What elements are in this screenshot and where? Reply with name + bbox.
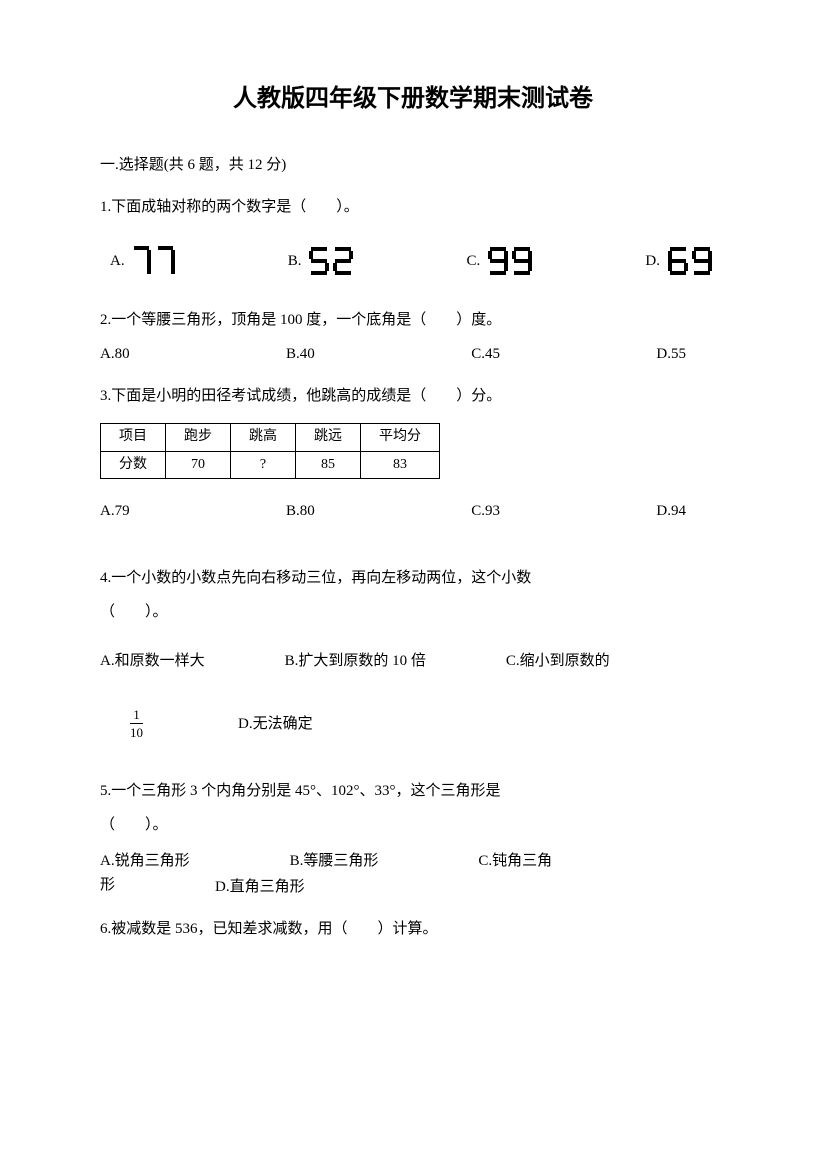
q5-option-c-cont: 形 — [100, 873, 115, 899]
digits-77-icon — [131, 244, 179, 278]
th-longjump: 跳远 — [296, 424, 361, 451]
q3-options: A.79 B.80 C.93 D.94 — [100, 499, 726, 523]
q5-option-d: D.直角三角形 — [215, 875, 305, 899]
th-run: 跑步 — [166, 424, 231, 451]
q3-text: 3.下面是小明的田径考试成绩，他跳高的成绩是（ ）分。 — [100, 384, 726, 408]
section-1-header: 一.选择题(共 6 题，共 12 分) — [100, 153, 726, 177]
q2-text: 2.一个等腰三角形，顶角是 100 度，一个底角是（ ）度。 — [100, 308, 726, 332]
digits-52-icon — [307, 245, 357, 277]
q1-options: A. B. C. — [100, 244, 726, 278]
digits-69-icon — [666, 245, 716, 277]
q1-a-label: A. — [110, 249, 125, 273]
q5-option-b: B.等腰三角形 — [290, 849, 379, 873]
q1-option-d: D. — [645, 245, 716, 277]
question-4: 4.一个小数的小数点先向右移动三位，再向左移动两位，这个小数 （ ）。 A.和原… — [100, 566, 726, 739]
question-2: 2.一个等腰三角形，顶角是 100 度，一个底角是（ ）度。 A.80 B.40… — [100, 308, 726, 366]
page-title: 人教版四年级下册数学期末测试卷 — [100, 80, 726, 118]
fraction-denominator: 10 — [130, 724, 143, 739]
td-avg: 83 — [361, 451, 440, 478]
q5-option-c: C.钝角三角 — [478, 849, 552, 873]
q3-option-b: B.80 — [286, 499, 315, 523]
q1-option-a: A. — [110, 244, 179, 278]
q4-options: A.和原数一样大 B.扩大到原数的 10 倍 C.缩小到原数的 1 10 D.无… — [100, 649, 726, 739]
q1-text: 1.下面成轴对称的两个数字是（ ）。 — [100, 195, 726, 219]
q4-option-b: B.扩大到原数的 10 倍 — [285, 649, 426, 673]
q5-option-a: A.锐角三角形 — [100, 849, 190, 873]
question-3: 3.下面是小明的田径考试成绩，他跳高的成绩是（ ）分。 项目 跑步 跳高 跳远 … — [100, 384, 726, 523]
q4-option-a: A.和原数一样大 — [100, 649, 205, 673]
td-longjump: 85 — [296, 451, 361, 478]
q2-option-d: D.55 — [656, 342, 686, 366]
q2-option-a: A.80 — [100, 342, 130, 366]
q5-options: A.锐角三角形 B.等腰三角形 C.钝角三角 形 D.直角三角形 — [100, 849, 726, 899]
q1-b-label: B. — [288, 249, 302, 273]
question-1: 1.下面成轴对称的两个数字是（ ）。 A. B. C. — [100, 195, 726, 278]
q1-c-label: C. — [467, 249, 481, 273]
q6-text: 6.被减数是 536，已知差求减数，用（ ）计算。 — [100, 917, 726, 941]
q4-option-d: D.无法确定 — [238, 712, 313, 736]
q2-option-c: C.45 — [471, 342, 500, 366]
th-avg: 平均分 — [361, 424, 440, 451]
question-5: 5.一个三角形 3 个内角分别是 45°、102°、33°，这个三角形是 （ ）… — [100, 779, 726, 899]
q5-text-1: 5.一个三角形 3 个内角分别是 45°、102°、33°，这个三角形是 — [100, 779, 726, 803]
q3-score-table: 项目 跑步 跳高 跳远 平均分 分数 70 ? 85 83 — [100, 423, 440, 479]
q4-text-1: 4.一个小数的小数点先向右移动三位，再向左移动两位，这个小数 — [100, 566, 726, 590]
q4-option-c: C.缩小到原数的 — [506, 649, 610, 673]
q2-option-b: B.40 — [286, 342, 315, 366]
td-highjump: ? — [231, 451, 296, 478]
q5-text-2: （ ）。 — [100, 813, 726, 837]
q3-option-c: C.93 — [471, 499, 500, 523]
fraction-numerator: 1 — [130, 708, 143, 724]
q3-option-d: D.94 — [656, 499, 686, 523]
td-score-label: 分数 — [101, 451, 166, 478]
q2-options: A.80 B.40 C.45 D.55 — [100, 342, 726, 366]
q3-option-a: A.79 — [100, 499, 130, 523]
q1-d-label: D. — [645, 249, 660, 273]
th-item: 项目 — [101, 424, 166, 451]
question-6: 6.被减数是 536，已知差求减数，用（ ）计算。 — [100, 917, 726, 941]
q4-text-2: （ ）。 — [100, 600, 726, 624]
fraction-one-tenth: 1 10 — [130, 708, 143, 739]
table-row: 分数 70 ? 85 83 — [101, 451, 440, 478]
q1-option-b: B. — [288, 245, 358, 277]
td-run: 70 — [166, 451, 231, 478]
digits-99-icon — [486, 245, 536, 277]
table-row: 项目 跑步 跳高 跳远 平均分 — [101, 424, 440, 451]
th-highjump: 跳高 — [231, 424, 296, 451]
q1-option-c: C. — [467, 245, 537, 277]
